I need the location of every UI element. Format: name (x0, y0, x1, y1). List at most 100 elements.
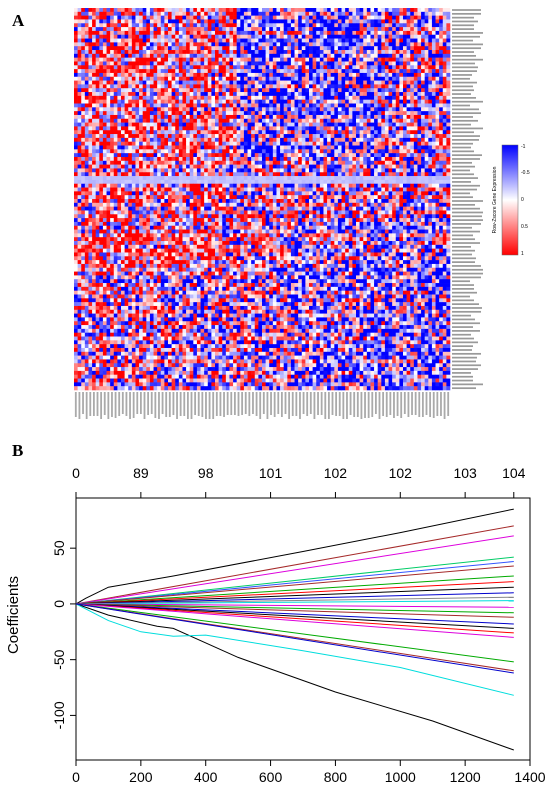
heatmap-cell (424, 46, 429, 51)
heatmap-cell (421, 164, 425, 169)
heatmap-cell (421, 99, 425, 104)
heatmap-cell (384, 42, 389, 47)
heatmap-cell (164, 111, 169, 116)
heatmap-cell (395, 19, 400, 24)
heatmap-cell (113, 130, 118, 135)
heatmap-cell (388, 42, 393, 47)
heatmap-cell (305, 103, 310, 108)
heatmap-cell (410, 65, 415, 70)
heatmap-cell (406, 187, 411, 192)
heatmap-cell (316, 107, 321, 112)
heatmap-cell (309, 57, 313, 62)
heatmap-cell (370, 11, 375, 16)
heatmap-cell (381, 118, 386, 123)
heatmap-cell (81, 168, 86, 173)
heatmap-cell (135, 179, 140, 185)
heatmap-cell (392, 137, 397, 142)
heatmap-cell (74, 34, 78, 39)
heatmap-cell (81, 191, 86, 196)
heatmap-cell (392, 80, 397, 85)
heatmap-cell (352, 30, 357, 36)
heatmap-cell (178, 99, 183, 104)
heatmap-cell (359, 187, 364, 192)
heatmap-cell (356, 176, 360, 181)
heatmap-cell (211, 183, 216, 188)
heatmap-cell (345, 42, 350, 47)
heatmap-cell (146, 126, 151, 131)
heatmap-cell (204, 156, 209, 162)
heatmap-cell (428, 126, 433, 131)
heatmap-cell (428, 114, 433, 120)
heatmap-cell (74, 11, 78, 16)
heatmap-cell (106, 141, 111, 146)
heatmap-cell (77, 8, 82, 13)
heatmap-cell (229, 187, 234, 192)
heatmap-cell (146, 130, 151, 135)
heatmap-cell (207, 183, 212, 188)
heatmap-cell (225, 65, 230, 70)
heatmap-cell (229, 107, 234, 112)
heatmap-cell (374, 84, 378, 89)
heatmap-cell (229, 172, 234, 177)
heatmap-cell (341, 27, 346, 32)
heatmap-cell (175, 153, 180, 158)
heatmap-cell (135, 168, 140, 173)
heatmap-cell (135, 107, 140, 112)
heatmap-cell (74, 76, 78, 81)
heatmap-cell (421, 168, 425, 173)
heatmap-cell (290, 149, 295, 154)
heatmap-cell (88, 183, 93, 188)
heatmap-cell (207, 114, 212, 120)
heatmap-cell (352, 46, 357, 51)
heatmap-cell (316, 30, 321, 36)
heatmap-cell (272, 130, 277, 135)
heatmap-cell (359, 130, 364, 135)
heatmap-cell (146, 141, 151, 146)
heatmap-cell (92, 84, 96, 89)
heatmap-cell (395, 156, 400, 162)
heatmap-cell (374, 8, 378, 13)
heatmap-cell (171, 23, 176, 28)
heatmap-cell (171, 46, 176, 51)
heatmap-cell (446, 84, 451, 89)
heatmap-cell (413, 164, 418, 169)
heatmap-cell (254, 179, 259, 185)
heatmap-cell (446, 8, 451, 13)
heatmap-cell (178, 57, 183, 62)
heatmap-cell (431, 84, 436, 89)
heatmap-cell (160, 69, 165, 74)
heatmap-cell (359, 42, 364, 47)
heatmap-cell (106, 149, 111, 154)
heatmap-cell (124, 53, 129, 58)
heatmap-cell (149, 130, 154, 135)
heatmap-cell (356, 80, 360, 85)
heatmap-cell (193, 168, 198, 173)
heatmap-cell (222, 103, 227, 108)
heatmap-cell (265, 176, 270, 181)
heatmap-cell (424, 30, 429, 36)
heatmap-cell (131, 42, 136, 47)
heatmap-cell (446, 134, 451, 139)
heatmap-cell (182, 137, 187, 142)
heatmap-cell (366, 149, 371, 154)
heatmap-cell (121, 153, 125, 158)
heatmap-cell (381, 153, 386, 158)
heatmap-cell (117, 145, 122, 150)
heatmap-cell (102, 137, 107, 142)
heatmap-cell (157, 160, 162, 165)
heatmap-cell (428, 19, 433, 24)
heatmap-cell (435, 168, 440, 173)
heatmap-cell (95, 69, 100, 74)
heatmap-cell (157, 145, 162, 150)
heatmap-cell (240, 114, 245, 120)
heatmap-cell (363, 57, 368, 62)
heatmap-cell (164, 179, 169, 185)
heatmap-cell (319, 19, 324, 24)
heatmap-cell (164, 69, 169, 74)
heatmap-cell (272, 65, 277, 70)
heatmap-cell (84, 141, 89, 146)
heatmap-cell (160, 122, 165, 127)
heatmap-cell (157, 80, 162, 85)
heatmap-cell (215, 23, 219, 28)
heatmap-cell (258, 76, 263, 81)
